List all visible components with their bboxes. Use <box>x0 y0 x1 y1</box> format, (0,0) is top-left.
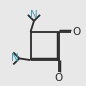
Text: O: O <box>72 27 80 37</box>
Text: N: N <box>11 53 19 63</box>
Text: N: N <box>30 10 38 20</box>
Text: O: O <box>55 73 63 83</box>
